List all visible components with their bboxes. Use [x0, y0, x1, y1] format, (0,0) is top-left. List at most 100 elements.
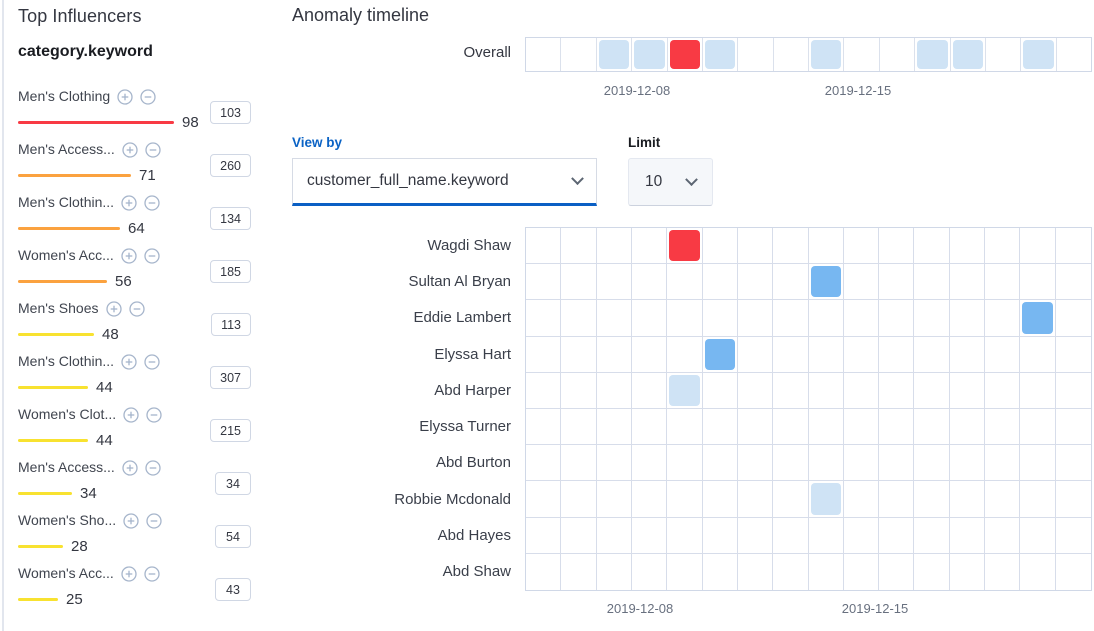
viewby-swimlane-cell[interactable] — [1020, 517, 1056, 554]
viewby-swimlane-cell[interactable] — [737, 372, 774, 409]
viewby-swimlane-cell[interactable] — [1055, 481, 1091, 518]
viewby-swimlane-cell[interactable] — [526, 300, 562, 337]
viewby-swimlane-cell[interactable] — [843, 409, 880, 446]
viewby-swimlane-cell[interactable] — [631, 264, 668, 301]
viewby-swimlane-cell[interactable] — [702, 228, 738, 265]
viewby-swimlane-cell[interactable] — [631, 300, 668, 337]
viewby-swimlane-cell[interactable] — [526, 481, 562, 518]
viewby-swimlane-cell[interactable] — [667, 481, 703, 518]
viewby-swimlane-cell[interactable] — [949, 481, 986, 518]
viewby-swimlane-cell[interactable] — [596, 300, 632, 337]
viewby-swimlane-cell[interactable] — [949, 228, 986, 265]
viewby-swimlane-cell[interactable] — [526, 228, 562, 265]
viewby-swimlane-cell[interactable] — [702, 336, 738, 373]
overall-swimlane-cell[interactable] — [703, 38, 739, 71]
viewby-swimlane-cell[interactable] — [1055, 337, 1091, 373]
viewby-swimlane-cell[interactable] — [596, 517, 632, 554]
viewby-swimlane-cell[interactable] — [526, 336, 562, 373]
add-filter-icon[interactable] — [121, 247, 137, 264]
viewby-swimlane-cell[interactable] — [808, 228, 844, 265]
remove-filter-icon[interactable] — [144, 194, 160, 211]
overall-swimlane-cell[interactable] — [844, 38, 880, 71]
viewby-swimlane-cell[interactable] — [702, 517, 738, 554]
viewby-swimlane-cell[interactable] — [667, 228, 703, 265]
overall-swimlane-cell[interactable] — [809, 38, 845, 71]
viewby-swimlane-cell[interactable] — [914, 264, 950, 301]
overall-swimlane-cell[interactable] — [915, 38, 951, 71]
viewby-swimlane-cell[interactable] — [737, 228, 774, 265]
viewby-swimlane-cell[interactable] — [667, 372, 703, 409]
viewby-swimlane-cell[interactable] — [702, 264, 738, 301]
viewby-swimlane-cell[interactable] — [667, 517, 703, 554]
remove-filter-icon[interactable] — [144, 247, 160, 264]
viewby-swimlane-cell[interactable] — [808, 264, 844, 301]
viewby-swimlane-cell[interactable] — [879, 264, 915, 301]
viewby-swimlane-cell[interactable] — [737, 336, 774, 373]
viewby-swimlane-cell[interactable] — [879, 553, 915, 590]
viewby-swimlane-cell[interactable] — [667, 336, 703, 373]
viewby-swimlane-cell[interactable] — [949, 264, 986, 301]
viewby-swimlane-cell[interactable] — [1055, 228, 1091, 265]
viewby-swimlane-cell[interactable] — [950, 553, 986, 590]
viewby-swimlane-cell[interactable] — [737, 481, 774, 518]
viewby-swimlane-cell[interactable] — [631, 336, 668, 373]
overall-swimlane-cell[interactable] — [1021, 38, 1057, 71]
viewby-swimlane-cell[interactable] — [843, 300, 880, 337]
overall-swimlane-cell[interactable] — [1057, 38, 1091, 71]
viewby-swimlane-cell[interactable] — [1020, 445, 1056, 482]
viewby-swimlane-cell[interactable] — [737, 409, 774, 446]
viewby-swimlane-cell[interactable] — [702, 409, 738, 446]
remove-filter-icon[interactable] — [145, 141, 161, 158]
add-filter-icon[interactable] — [121, 565, 137, 582]
viewby-swimlane-cell[interactable] — [1020, 553, 1056, 590]
add-filter-icon[interactable] — [122, 141, 138, 158]
viewby-swimlane-cell[interactable] — [773, 264, 809, 301]
viewby-swimlane-cell[interactable] — [561, 409, 597, 446]
overall-swimlane-cell[interactable] — [986, 38, 1022, 71]
viewby-swimlane-cell[interactable] — [773, 481, 809, 518]
viewby-swimlane-cell[interactable] — [1055, 264, 1091, 301]
viewby-swimlane-cell[interactable] — [703, 553, 738, 590]
viewby-swimlane-cell[interactable] — [702, 445, 738, 482]
viewby-swimlane-cell[interactable] — [985, 409, 1021, 446]
viewby-swimlane-cell[interactable] — [631, 409, 668, 446]
viewby-swimlane-cell[interactable] — [808, 445, 844, 482]
viewby-swimlane-cell[interactable] — [631, 517, 668, 554]
viewby-swimlane-cell[interactable] — [914, 481, 950, 518]
remove-filter-icon[interactable] — [144, 353, 160, 370]
viewby-swimlane-cell[interactable] — [561, 445, 597, 482]
viewby-swimlane-cell[interactable] — [737, 517, 774, 554]
viewby-swimlane-cell[interactable] — [949, 409, 986, 446]
viewby-swimlane-cell[interactable] — [879, 228, 915, 265]
add-filter-icon[interactable] — [123, 406, 139, 423]
viewby-swimlane-cell[interactable] — [596, 228, 632, 265]
viewby-swimlane-cell[interactable] — [949, 517, 986, 554]
add-filter-icon[interactable] — [105, 300, 122, 317]
remove-filter-icon[interactable] — [144, 565, 160, 582]
overall-swimlane-cell[interactable] — [951, 38, 986, 71]
overall-swimlane-cell[interactable] — [774, 38, 809, 71]
viewby-swimlane-cell[interactable] — [985, 300, 1021, 337]
viewby-swimlane-cell[interactable] — [879, 336, 915, 373]
viewby-swimlane-cell[interactable] — [631, 228, 668, 265]
viewby-swimlane-cell[interactable] — [1020, 300, 1056, 337]
viewby-swimlane-cell[interactable] — [843, 372, 880, 409]
viewby-swimlane-cell[interactable] — [596, 264, 632, 301]
overall-swimlane-cell[interactable] — [632, 38, 668, 71]
remove-filter-icon[interactable] — [145, 459, 161, 476]
viewby-swimlane-cell[interactable] — [843, 336, 880, 373]
limit-select[interactable]: 10 — [628, 158, 713, 206]
viewby-swimlane-cell[interactable] — [914, 300, 950, 337]
viewby-swimlane-cell[interactable] — [949, 336, 986, 373]
viewby-swimlane-cell[interactable] — [773, 517, 809, 554]
viewby-swimlane-cell[interactable] — [632, 553, 668, 590]
viewby-swimlane-cell[interactable] — [1055, 445, 1091, 482]
viewby-swimlane-cell[interactable] — [1055, 409, 1091, 446]
viewby-swimlane-cell[interactable] — [526, 409, 562, 446]
viewby-swimlane-cell[interactable] — [561, 372, 597, 409]
viewby-swimlane-cell[interactable] — [702, 372, 738, 409]
viewby-swimlane-cell[interactable] — [526, 445, 562, 482]
viewby-swimlane-cell[interactable] — [561, 517, 597, 554]
viewby-swimlane-cell[interactable] — [914, 517, 950, 554]
viewby-swimlane-cell[interactable] — [526, 372, 562, 409]
